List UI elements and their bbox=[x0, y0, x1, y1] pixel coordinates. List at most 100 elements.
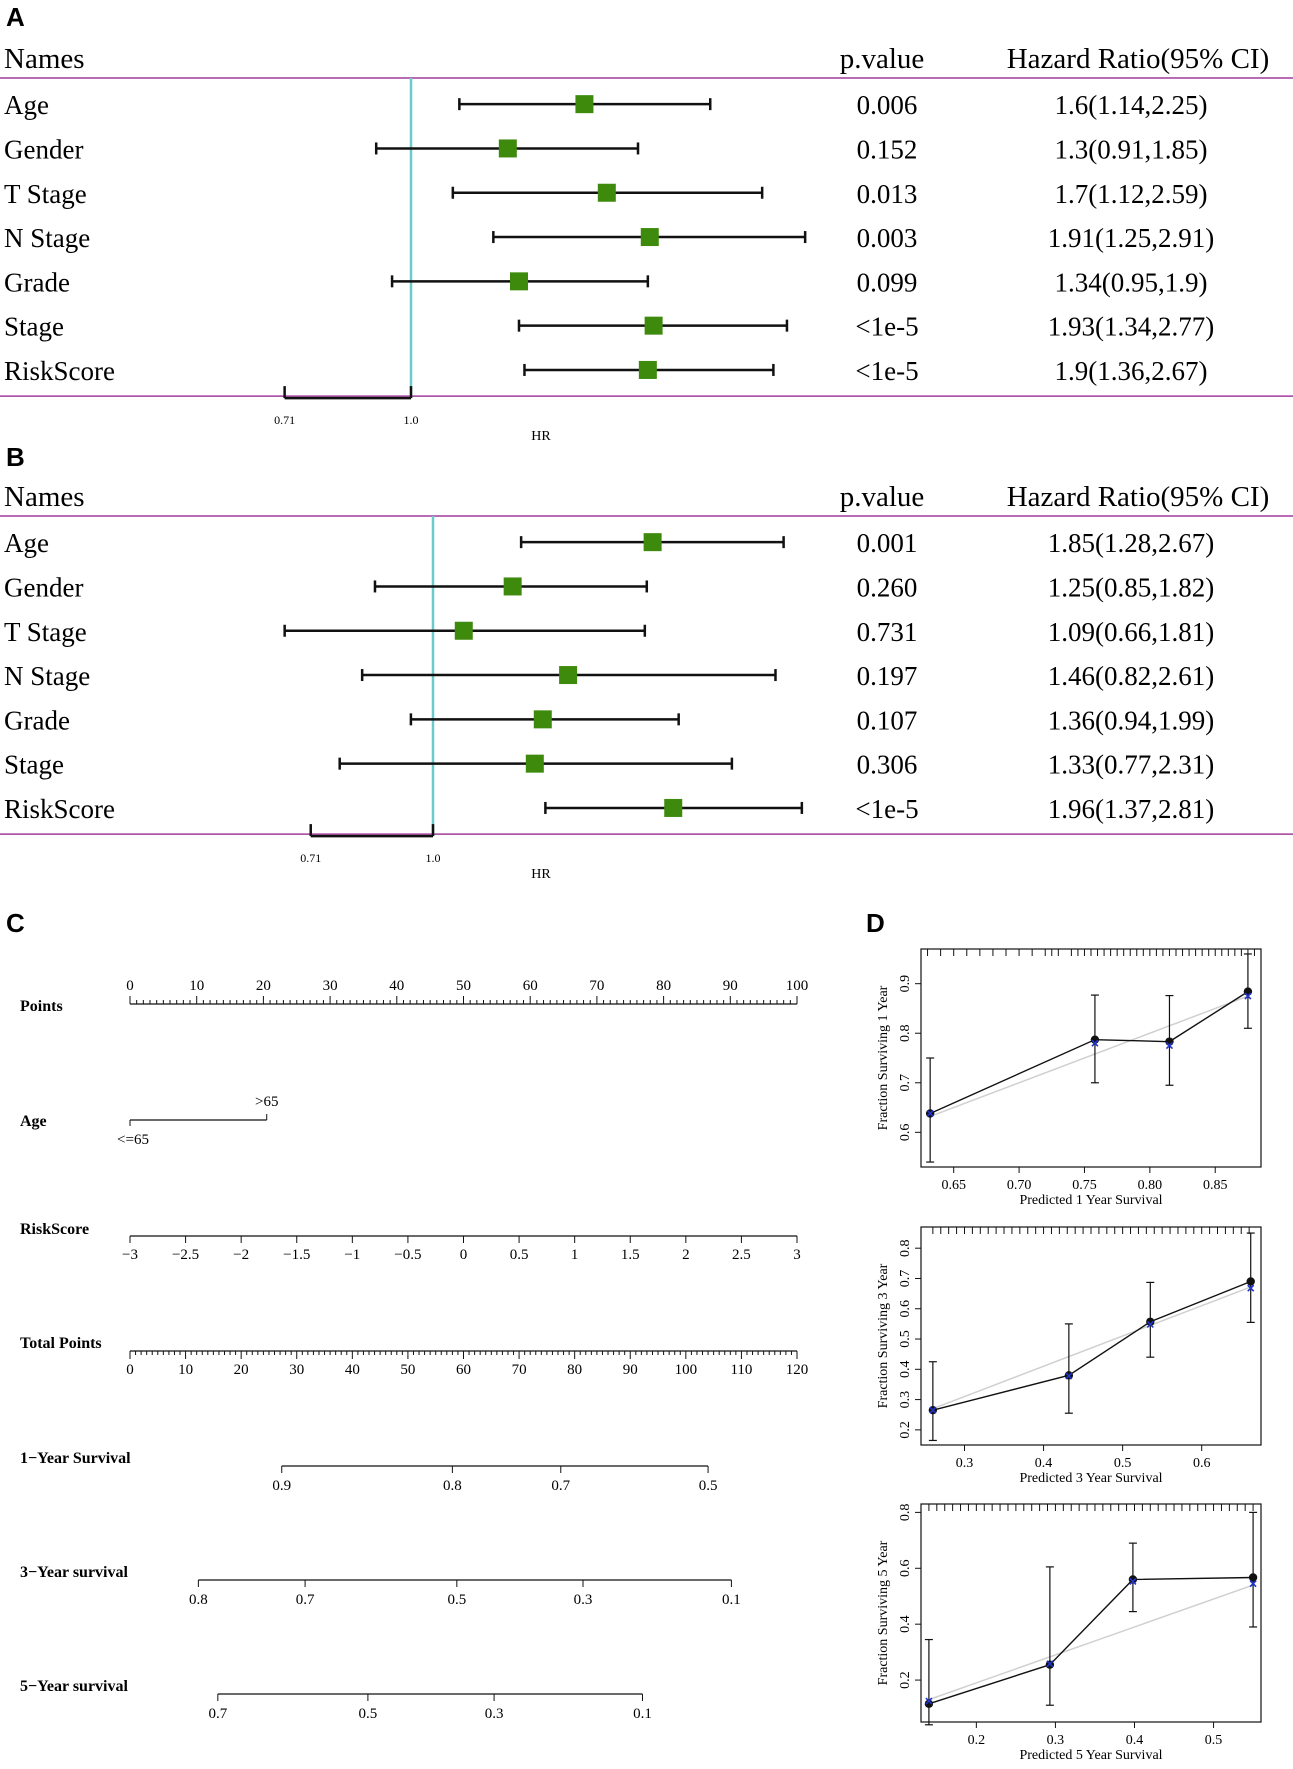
riskscore-tick-label: 3 bbox=[793, 1247, 801, 1263]
hr-box-n-stage bbox=[559, 666, 578, 685]
bias-corrected-point bbox=[925, 1697, 933, 1705]
x-axis-title: Predicted 1 Year Survival bbox=[1019, 1193, 1162, 1208]
survival-5y-tick-label: 0.3 bbox=[485, 1706, 504, 1722]
riskscore-tick-label: 0.5 bbox=[510, 1247, 529, 1263]
total-points-tick-label: 30 bbox=[289, 1362, 304, 1378]
riskscore-tick-label: 2.5 bbox=[732, 1247, 751, 1263]
observed-point bbox=[1248, 1573, 1258, 1582]
y-tick-label: 0.6 bbox=[898, 1124, 913, 1142]
row-pvalue-t-stage: 0.731 bbox=[857, 617, 918, 647]
row-name-gender: Gender bbox=[4, 134, 83, 164]
bias-corrected-point bbox=[929, 1406, 937, 1414]
x-tick-label: 0.5 bbox=[1205, 1733, 1223, 1748]
header-names: Names bbox=[4, 481, 85, 513]
y-axis-title: Fraction Surviving 1 Year bbox=[876, 985, 891, 1130]
hr-box-riskscore bbox=[638, 360, 657, 379]
bias-corrected-point bbox=[926, 1109, 934, 1118]
riskscore-tick-label: 2 bbox=[682, 1247, 690, 1263]
y-tick-label: 0.2 bbox=[898, 1421, 913, 1439]
panel-d-letter: D bbox=[866, 908, 885, 938]
total-points-tick-label: 110 bbox=[730, 1362, 752, 1378]
y-tick-label: 0.8 bbox=[898, 1239, 913, 1257]
ideal-line bbox=[928, 1584, 1254, 1701]
points-tick-label: 20 bbox=[256, 978, 271, 994]
hr-box-gender bbox=[503, 577, 522, 596]
y-axis-title: Fraction Surviving 3 Year bbox=[876, 1263, 891, 1408]
nomogram-scale-survival-5y: 5−Year survival 0.7 0.5 0.3 0.1 bbox=[20, 1678, 652, 1722]
total-points-tick-label: 50 bbox=[400, 1362, 415, 1378]
y-tick-label: 0.2 bbox=[898, 1671, 913, 1689]
hr-axis-tick-label-0-71: 0.71 bbox=[300, 851, 321, 865]
points-tick-label: 50 bbox=[456, 978, 471, 994]
x-tick-label: 0.3 bbox=[956, 1456, 974, 1471]
nomogram-scale-points: Points 0 10 20 30 40 50 60 70 80 90 100 bbox=[20, 978, 808, 1015]
survival-3y-tick-label: 0.1 bbox=[722, 1592, 741, 1608]
x-tick-label: 0.5 bbox=[1114, 1456, 1132, 1471]
y-tick-label: 0.5 bbox=[898, 1330, 913, 1348]
plot-frame bbox=[920, 948, 1262, 1168]
nomogram-label-points: Points bbox=[20, 998, 63, 1015]
riskscore-tick-label: 0 bbox=[460, 1247, 468, 1263]
age-level-label-low: <=65 bbox=[117, 1132, 149, 1148]
y-tick-label: 0.7 bbox=[898, 1270, 913, 1288]
hr-box-stage bbox=[644, 316, 663, 335]
x-tick-label: 0.6 bbox=[1193, 1456, 1211, 1471]
observed-point bbox=[1243, 987, 1253, 996]
hr-box-t-stage bbox=[597, 183, 616, 202]
riskscore-tick-label: 1 bbox=[571, 1247, 579, 1263]
riskscore-tick-label: −1 bbox=[344, 1247, 360, 1263]
row-hr-label-t-stage: 1.7(1.12,2.59) bbox=[1055, 179, 1208, 209]
observed-point bbox=[1128, 1575, 1138, 1584]
total-points-tick-label: 80 bbox=[567, 1362, 582, 1378]
observed-point bbox=[1146, 1317, 1155, 1326]
points-tick-label: 10 bbox=[189, 978, 204, 994]
row-pvalue-grade: 0.099 bbox=[857, 267, 918, 297]
y-tick-label: 0.7 bbox=[898, 1074, 913, 1092]
y-tick-label: 0.4 bbox=[898, 1361, 913, 1379]
nomogram-scale-survival-3y: 3−Year survival 0.8 0.7 0.5 0.3 0.1 bbox=[20, 1564, 741, 1608]
observed-line bbox=[932, 1280, 1251, 1411]
row-hr-label-gender: 1.25(0.85,1.82) bbox=[1048, 572, 1214, 602]
row-hr-label-n-stage: 1.91(1.25,2.91) bbox=[1048, 223, 1214, 253]
row-name-n-stage: N Stage bbox=[4, 223, 90, 253]
riskscore-tick-label: 1.5 bbox=[621, 1247, 640, 1263]
nomogram-label-survival-3y: 3−Year survival bbox=[20, 1564, 128, 1581]
survival-3y-tick-label: 0.3 bbox=[574, 1592, 593, 1608]
total-points-tick-label: 60 bbox=[456, 1362, 471, 1378]
nomogram-scale-age: Age <=65 >65 bbox=[20, 1094, 278, 1148]
x-axis-title: Predicted 3 Year Survival bbox=[1019, 1471, 1162, 1486]
x-tick-label: 0.75 bbox=[1072, 1178, 1097, 1193]
row-name-grade: Grade bbox=[4, 705, 70, 735]
hr-box-gender bbox=[498, 139, 517, 158]
row-name-grade: Grade bbox=[4, 267, 70, 297]
row-hr-label-n-stage: 1.46(0.82,2.61) bbox=[1048, 661, 1214, 691]
survival-3y-tick-label: 0.8 bbox=[189, 1592, 208, 1608]
hr-box-age bbox=[575, 95, 594, 114]
nomogram-label-age: Age bbox=[20, 1113, 47, 1130]
survival-5y-tick-label: 0.5 bbox=[359, 1706, 378, 1722]
row-name-stage: Stage bbox=[4, 312, 64, 342]
hr-axis-tick-label-1-0: 1.0 bbox=[404, 413, 419, 427]
hr-box-t-stage bbox=[454, 621, 473, 640]
hr-box-grade bbox=[533, 710, 552, 729]
bias-corrected-point bbox=[1065, 1372, 1073, 1380]
row-hr-label-age: 1.85(1.28,2.67) bbox=[1048, 528, 1214, 558]
x-tick-label: 0.70 bbox=[1007, 1178, 1032, 1193]
calibration-3-year: 0.3 0.4 0.5 0.6 Predicted 3 Year Survival 0.2… bbox=[876, 1226, 1262, 1486]
header-hazard-ratio: Hazard Ratio(95% CI) bbox=[1007, 481, 1270, 513]
header-pvalue: p.value bbox=[840, 43, 925, 75]
bias-corrected-point bbox=[1091, 1039, 1099, 1047]
riskscore-tick-label: −3 bbox=[122, 1247, 138, 1263]
x-tick-label: 0.3 bbox=[1047, 1733, 1065, 1748]
hr-axis-tick-label-1-0: 1.0 bbox=[426, 851, 441, 865]
observed-point bbox=[1246, 1277, 1255, 1286]
row-name-t-stage: T Stage bbox=[4, 617, 87, 647]
hr-axis-tick-label-0-71: 0.71 bbox=[274, 413, 295, 427]
points-tick-label: 70 bbox=[589, 978, 604, 994]
survival-1y-tick-label: 0.8 bbox=[443, 1478, 462, 1494]
row-pvalue-stage: <1e-5 bbox=[855, 312, 918, 342]
hr-box-n-stage bbox=[640, 228, 659, 247]
survival-1y-tick-label: 0.5 bbox=[699, 1478, 718, 1494]
row-pvalue-n-stage: 0.197 bbox=[857, 661, 918, 691]
row-name-t-stage: T Stage bbox=[4, 179, 87, 209]
